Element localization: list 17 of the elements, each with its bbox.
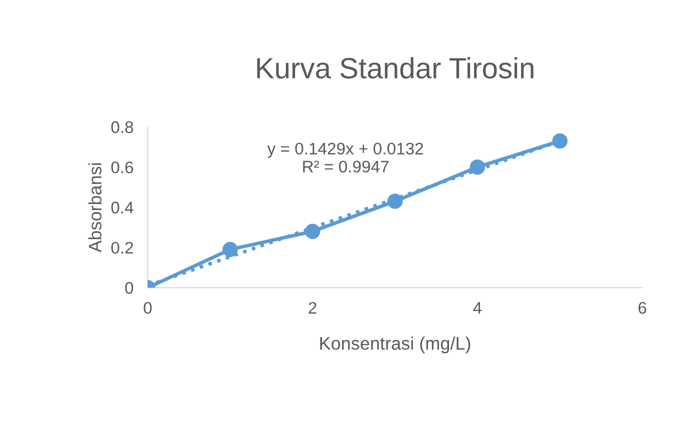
point: [222, 242, 238, 258]
y-tick-label: 0.4: [111, 202, 134, 214]
point: [470, 159, 486, 175]
x-axis-title: Konsentrasi (mg/L): [320, 336, 470, 354]
y-axis-title: Absorbansi: [88, 163, 102, 252]
x-tick-label: 2: [308, 302, 316, 314]
point: [552, 133, 568, 149]
x-tick-label: 6: [638, 302, 646, 314]
annotation: y = 0.1429x + 0.0132 R² = 0.9947: [267, 142, 424, 172]
point: [387, 194, 403, 209]
x-tick-label: 4: [473, 302, 482, 314]
x-tick-label: 0: [144, 302, 152, 314]
y-tick-label: 0.6: [111, 161, 134, 174]
y-tick-label: 0.2: [111, 242, 133, 254]
chart-title: Kurva Standar Tirosin: [257, 57, 534, 79]
y-tick-label: 0.8: [111, 121, 134, 134]
y-tick-label: 0: [125, 282, 134, 294]
